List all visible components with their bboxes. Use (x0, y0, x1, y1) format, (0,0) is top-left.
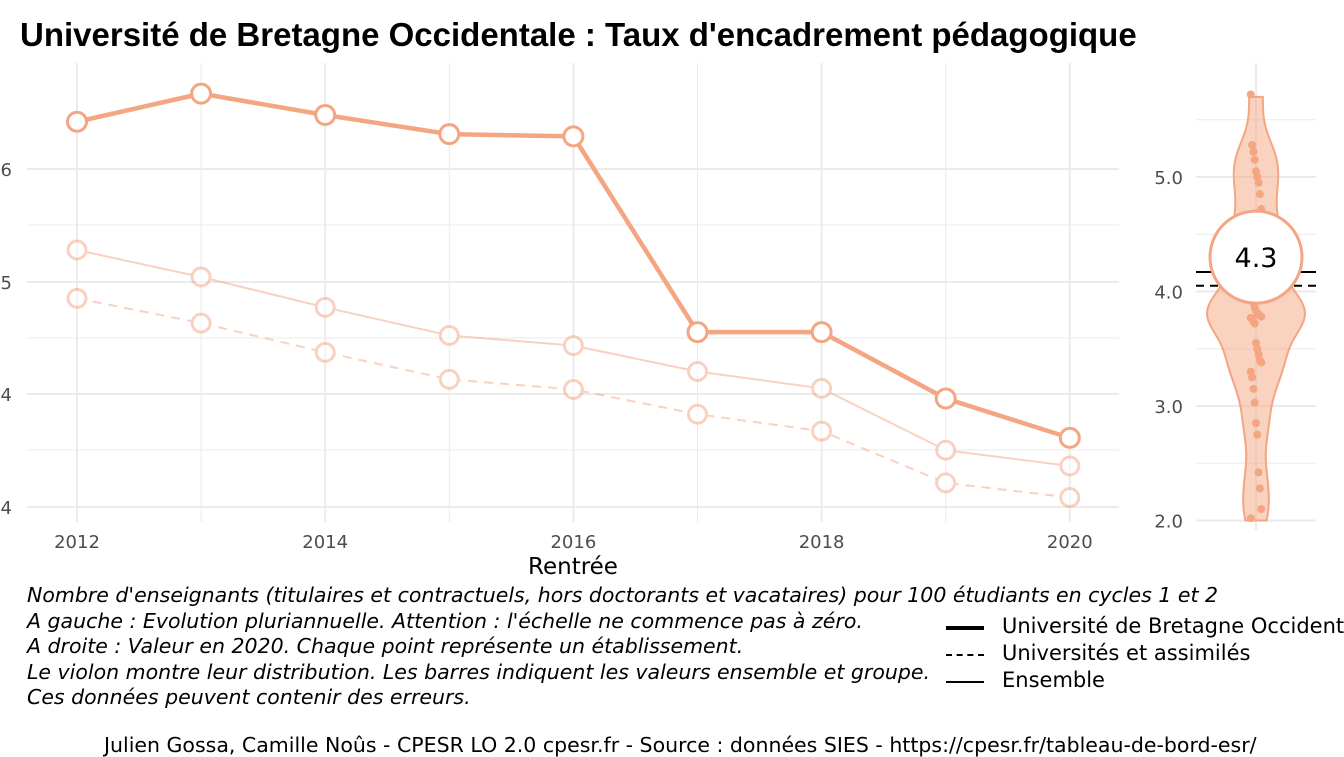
series-thin-solid (66, 239, 1081, 477)
violin-point (1248, 373, 1257, 382)
data-point (1059, 487, 1081, 508)
highlight-value-label: 4.3 (1235, 243, 1278, 274)
note-line: Le violon montre leur distribution. Les … (27, 659, 931, 684)
data-point (811, 377, 833, 399)
legend-key-dashed (946, 654, 984, 656)
data-point (314, 341, 336, 363)
data-point (1059, 455, 1081, 477)
data-point (686, 321, 709, 344)
data-point (935, 472, 957, 494)
legend-label: Université de Bretagne Occidentale (1002, 614, 1344, 638)
data-point (66, 110, 88, 133)
violin-point (1252, 419, 1260, 428)
data-point (314, 296, 336, 318)
violin-point (1254, 468, 1263, 477)
violin-point (1257, 505, 1266, 514)
y-tick-label: 3.0 (1154, 397, 1183, 418)
data-point (1058, 426, 1081, 449)
note-line: A droite : Valeur en 2020. Chaque point … (27, 634, 744, 658)
data-point (190, 82, 213, 105)
x-tick-label: 2020 (1047, 532, 1093, 553)
legend-key-thin (946, 681, 984, 683)
violin-point (1246, 90, 1255, 99)
data-point (438, 325, 460, 346)
chart-svg: 6 5 4 4 2012 2014 2016 2018 2020 Rentrée 2.0 3.0 4.0… (1, 63, 1316, 580)
violin-point (1250, 319, 1259, 328)
violin-point (1249, 384, 1258, 393)
x-tick-label: 2018 (799, 532, 845, 553)
note-line: A gauche : Evolution pluriannuelle. Atte… (27, 608, 863, 633)
series-thick-solid (66, 82, 1081, 449)
violin-point (1255, 190, 1264, 199)
series-dashed (66, 287, 1081, 508)
source-caption: Julien Gossa, Camille Noûs - CPESR LO 2.… (104, 733, 1257, 757)
chart-title: Université de Bretagne Occidentale : Tau… (20, 16, 1137, 53)
data-point (438, 368, 460, 390)
violin-point (1248, 140, 1257, 149)
y-tick-label: 4 (1, 498, 12, 519)
violin-point (1249, 147, 1258, 156)
violin-point (1255, 484, 1264, 493)
data-point (66, 287, 88, 309)
chart-notes: Nombre d'enseignants (titulaires et cont… (27, 583, 1218, 711)
data-point (934, 387, 957, 410)
violin-point (1257, 358, 1266, 367)
data-point (687, 403, 708, 425)
data-point (190, 266, 212, 288)
x-axis-label: Rentrée (528, 554, 618, 580)
note-line: Ces données peuvent contenir des erreurs… (27, 685, 471, 709)
x-tick-label: 2016 (550, 532, 596, 553)
violin-point (1250, 398, 1259, 407)
violin-point (1246, 514, 1255, 523)
data-point (935, 439, 957, 461)
data-point (562, 125, 585, 148)
y-tick-label: 5.0 (1154, 168, 1183, 189)
violin-point (1253, 430, 1262, 439)
violin-point (1254, 178, 1263, 187)
x-tick-label: 2012 (54, 532, 100, 553)
legend-label: Ensemble (1002, 668, 1105, 692)
y-tick-label: 5 (1, 273, 12, 294)
note-line: Nombre d'enseignants (titulaires et cont… (27, 583, 1219, 607)
violin-point (1250, 155, 1259, 164)
legend-key-thick (946, 626, 984, 630)
data-point (314, 104, 337, 126)
data-point (66, 239, 88, 261)
data-point (811, 420, 833, 442)
y-tick-label: 6 (1, 160, 12, 181)
data-point (438, 123, 461, 146)
legend-label: Universités et assimilés (1002, 641, 1251, 665)
data-point (562, 379, 584, 400)
violin-point (1257, 312, 1266, 321)
y-tick-label: 4 (1, 385, 12, 406)
highlight-bubble (1208, 209, 1304, 305)
data-point (687, 361, 708, 382)
x-tick-label: 2014 (302, 532, 348, 553)
data-point (810, 321, 833, 344)
y-tick-label: 4.0 (1154, 283, 1183, 304)
y-tick-label: 2.0 (1154, 512, 1183, 533)
data-point (190, 312, 212, 334)
data-point (562, 335, 584, 357)
